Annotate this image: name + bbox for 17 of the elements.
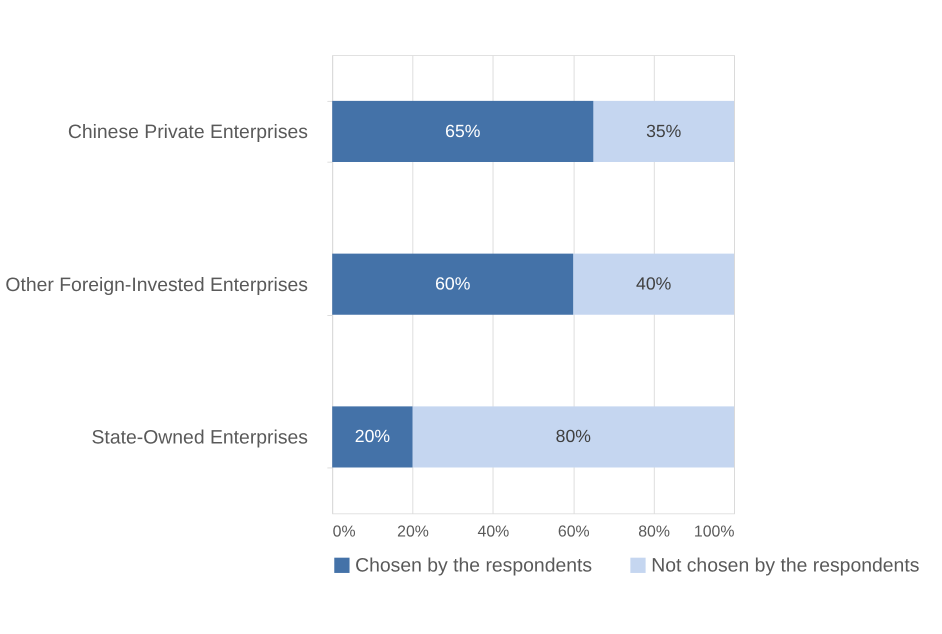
legend-label: Not chosen by the respondents: [651, 554, 920, 576]
x-tick-label: 20%: [397, 524, 429, 541]
x-tick-label: 100%: [694, 524, 734, 541]
x-tick-label: 80%: [638, 524, 670, 541]
y-tick-label: Chinese Private Enterprises: [68, 121, 308, 144]
data-label: 20%: [354, 426, 390, 446]
data-label: 35%: [646, 120, 682, 141]
legend-label: Chosen by the respondents: [355, 554, 592, 576]
x-tick-label: 60%: [558, 524, 590, 541]
y-tick-label: Other Foreign-Invested Enterprises: [5, 274, 308, 296]
data-label: 65%: [445, 120, 481, 141]
data-label: 60%: [435, 273, 471, 294]
x-tick-label: 40%: [478, 524, 510, 541]
x-tick-label: 0%: [332, 524, 356, 541]
y-tick-label: State-Owned Enterprises: [92, 426, 308, 449]
data-label: 80%: [556, 426, 592, 446]
data-label: 40%: [636, 273, 672, 294]
